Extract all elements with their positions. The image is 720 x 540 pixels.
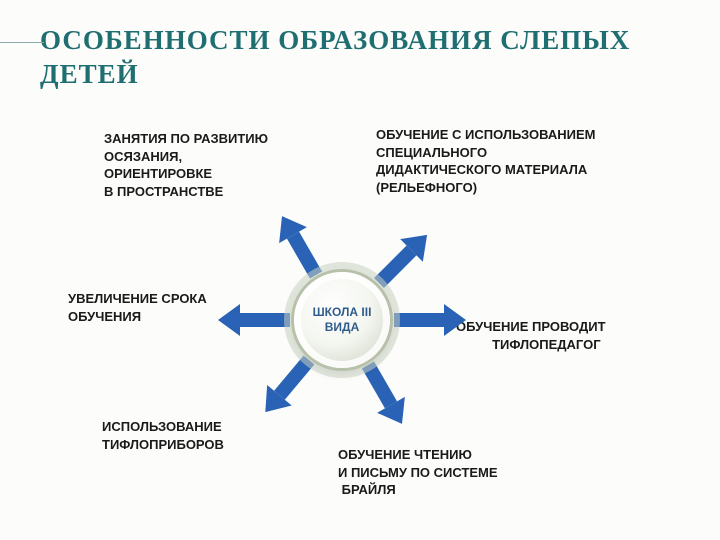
diagram-spoke-label: УВЕЛИЧЕНИЕ СРОКА ОБУЧЕНИЯ [68, 290, 207, 325]
diagram-arrow [394, 304, 466, 336]
diagram-arrow [354, 357, 416, 432]
diagram-spoke-label: ОБУЧЕНИЕ С ИСПОЛЬЗОВАНИЕМ СПЕЦИАЛЬНОГО Д… [376, 126, 596, 196]
arrow-shaft [394, 313, 444, 327]
diagram-hub: ШКОЛА III ВИДА [294, 272, 390, 368]
arrow-head-icon [444, 304, 466, 336]
diagram-arrow [253, 350, 321, 423]
arrow-shaft [274, 355, 314, 399]
diagram-hub-label: ШКОЛА III ВИДА [294, 305, 390, 335]
arrow-shaft [240, 313, 290, 327]
diagram-arrow [218, 304, 290, 336]
diagram-spoke-label: ЗАНЯТИЯ ПО РАЗВИТИЮ ОСЯЗАНИЯ, ОРИЕНТИРОВ… [104, 130, 268, 200]
diagram-arrow [367, 224, 438, 295]
diagram-arrow [268, 208, 330, 283]
arrow-shaft [374, 246, 416, 288]
diagram-spoke-label: ОБУЧЕНИЕ ЧТЕНИЮ И ПИСЬМУ ПО СИСТЕМЕ БРАЙ… [338, 446, 498, 499]
arrow-head-icon [218, 304, 240, 336]
diagram-spoke-label: ОБУЧЕНИЕ ПРОВОДИТ ТИФЛОПЕДАГОГ [456, 318, 606, 353]
page-title: ОСОБЕННОСТИ ОБРАЗОВАНИЯ СЛЕПЫХ ДЕТЕЙ [40, 24, 720, 92]
diagram-spoke-label: ИСПОЛЬЗОВАНИЕ ТИФЛОПРИБОРОВ [102, 418, 224, 453]
arrow-shaft [287, 232, 322, 279]
arrow-shaft [362, 362, 397, 409]
